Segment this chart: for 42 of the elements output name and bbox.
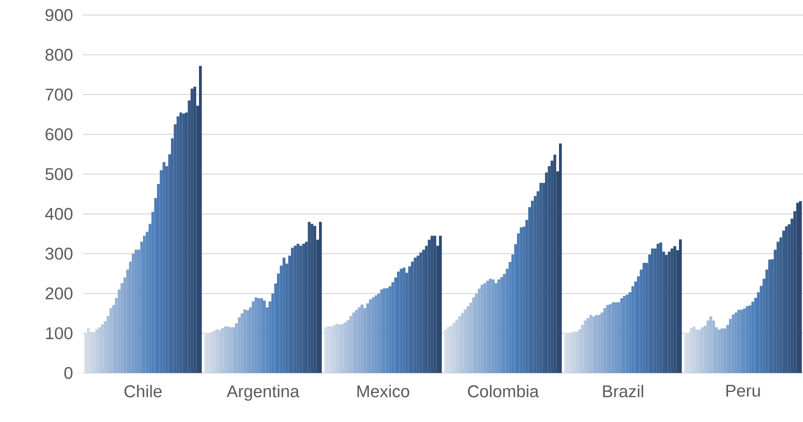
y-tick-label: 700 [46,88,72,101]
y-tick-label: 800 [46,48,72,61]
bar [679,239,682,373]
bar [620,298,624,373]
bar [204,333,207,373]
bar [428,240,431,373]
bar [785,226,788,373]
bar [684,333,688,373]
bar [670,248,674,373]
y-tick-label: 300 [45,248,72,260]
y-tick-label: 600 [46,128,72,140]
y-tick-label: 100 [46,327,72,340]
bar [796,202,800,373]
bar [422,250,426,373]
bar [291,248,294,373]
bar [651,248,654,373]
bar [740,310,744,373]
y-tick-label: 200 [46,287,72,300]
bar [324,327,327,373]
x-tick-label: Brazil [603,384,644,398]
bar [665,254,668,373]
y-tick-label: 400 [45,208,72,220]
y-tick-label: 0 [64,366,72,380]
bar [768,260,772,373]
bar [564,333,568,373]
x-tick-label: Argentina [226,384,300,401]
bar [319,222,322,373]
bar [411,262,414,373]
x-tick-label: Mexico [357,384,410,398]
y-tick-label: 500 [45,168,72,180]
bar [199,66,202,373]
x-tick-label: Chile [124,384,162,398]
bar [397,272,400,373]
y-tick-label: 900 [46,8,72,22]
bar [439,236,442,373]
x-tick-label: Colombia [468,384,539,398]
x-tick-label: Peru [726,384,760,397]
bar [182,114,185,373]
bar [444,330,448,373]
bar [302,244,305,373]
bar [799,201,802,373]
bar [559,143,562,373]
